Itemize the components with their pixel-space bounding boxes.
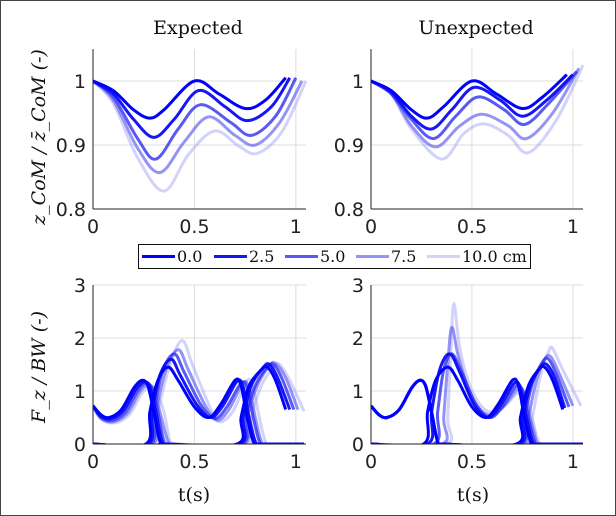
y-tick-label: 1 [74,381,86,403]
legend-label: 5.0 [320,247,345,266]
panel-0: 0 0.5 1 0.8 0.9 1 [56,49,307,238]
title-unexpected: Unexpected [418,17,533,39]
series-line-7-5 [371,325,583,444]
x-tick-label: 0.5 [457,216,487,238]
x-tick-label: 0.5 [179,216,209,238]
y-tick-label: 1 [352,381,364,403]
y-tick-label: 1 [74,71,86,93]
x-tick-label: 1 [567,216,579,238]
legend: 0.0 2.5 5.0 7.5 10.0 cm [138,244,531,269]
panel-2: 0 0.5 1 0 1 2 3 [74,275,306,473]
series-line-5-0 [93,77,298,161]
y-tick-label: 2 [74,328,86,350]
y-tick-label: 0.8 [56,199,86,221]
x-tick-label: 0 [87,216,99,238]
panel-3: 0 0.5 1 0 1 2 3 [352,275,583,473]
series-line-7-5 [93,79,304,175]
y-tick-label: 0 [74,434,86,456]
x-tick-label: 0.5 [179,451,209,473]
series-line-0-0 [93,364,288,444]
top-ylabel-text: z_CoM / z̄_CoM (-) [28,49,50,226]
x-tick-label: 0 [87,451,99,473]
legend-box [138,244,531,269]
series-line-0-0 [371,73,568,120]
panel-1: 0 0.5 1 0.8 0.9 1 [334,49,584,238]
series-line-0-0 [93,76,287,120]
xlabel-left: t(s) [178,484,210,506]
y-tick-label: 0.8 [334,199,364,221]
y-tick-label: 0.9 [334,135,364,157]
x-tick-label: 1 [567,451,579,473]
y-tick-label: 3 [74,275,86,297]
x-tick-label: 1 [290,216,302,238]
bottom-ylabel: F_z / BW (-) [28,311,50,424]
y-tick-label: 3 [352,275,364,297]
top-ylabel: z_CoM / z̄_CoM (-) [28,49,50,226]
series-line-7-5 [93,348,304,444]
series-line-0-0 [371,364,565,444]
series-line-2-5 [371,73,574,131]
legend-label: 10.0 cm [462,247,527,266]
xlabel-right: t(s) [457,484,489,506]
x-tick-label: 0 [365,216,377,238]
series-line-7-5 [371,67,581,149]
y-tick-label: 2 [352,328,364,350]
legend-label: 0.0 [177,247,202,266]
y-tick-label: 1 [352,71,364,93]
legend-label: 7.5 [391,247,416,266]
x-tick-label: 0 [365,451,377,473]
title-expected: Expected [153,17,243,39]
series-line-10-0-cm [93,79,307,193]
legend-label: 2.5 [249,247,274,266]
y-tick-label: 0.9 [56,135,86,157]
series-line-0-0 [93,365,304,444]
x-tick-label: 0.5 [457,451,487,473]
x-tick-label: 1 [290,451,302,473]
series-line-2-5 [93,76,292,139]
series-line-5-0 [93,352,304,444]
series-line-0-0 [371,365,583,444]
y-tick-label: 0 [352,434,364,456]
bottom-ylabel-text: F_z / BW (-) [28,311,50,424]
series-line-10-0-cm [371,302,583,444]
series-line-10-0-cm [93,339,304,444]
